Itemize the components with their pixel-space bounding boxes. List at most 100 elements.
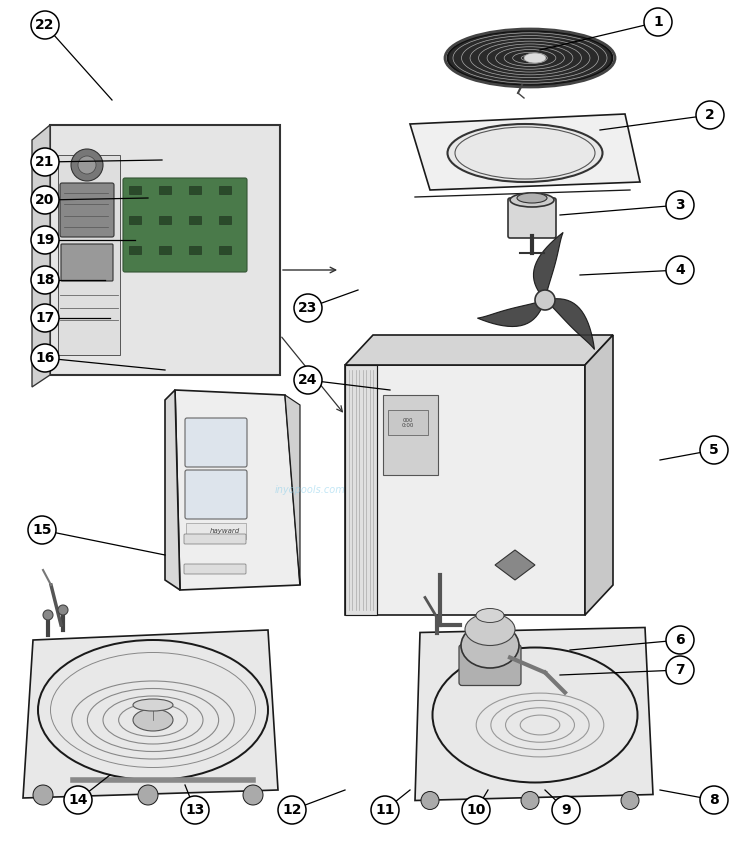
Circle shape <box>700 786 728 814</box>
Polygon shape <box>345 335 613 365</box>
Text: 24: 24 <box>299 373 318 387</box>
Circle shape <box>31 304 59 332</box>
Ellipse shape <box>133 699 173 711</box>
Circle shape <box>696 101 724 129</box>
FancyBboxPatch shape <box>185 418 247 467</box>
FancyBboxPatch shape <box>189 186 201 194</box>
Circle shape <box>294 366 322 394</box>
Circle shape <box>462 796 490 824</box>
Ellipse shape <box>517 193 547 203</box>
Text: 6: 6 <box>675 633 685 647</box>
Polygon shape <box>165 390 180 590</box>
Circle shape <box>621 791 639 809</box>
Polygon shape <box>175 390 300 590</box>
FancyBboxPatch shape <box>184 564 246 574</box>
Text: 13: 13 <box>185 803 205 817</box>
Text: 10: 10 <box>466 803 486 817</box>
FancyBboxPatch shape <box>189 246 201 254</box>
Polygon shape <box>545 298 595 349</box>
Polygon shape <box>345 365 377 615</box>
FancyBboxPatch shape <box>50 125 280 375</box>
Text: 19: 19 <box>35 233 55 247</box>
Circle shape <box>278 796 306 824</box>
Circle shape <box>43 610 53 620</box>
Polygon shape <box>285 395 300 585</box>
Ellipse shape <box>447 31 612 86</box>
Circle shape <box>31 344 59 372</box>
Circle shape <box>71 149 103 181</box>
Polygon shape <box>32 125 50 387</box>
Circle shape <box>243 785 263 805</box>
Text: 18: 18 <box>35 273 55 287</box>
Text: 4: 4 <box>675 263 685 277</box>
FancyBboxPatch shape <box>61 244 113 281</box>
Text: inyopools.com: inyopools.com <box>274 485 345 495</box>
Circle shape <box>31 266 59 294</box>
Circle shape <box>31 226 59 254</box>
FancyBboxPatch shape <box>185 470 247 519</box>
Circle shape <box>552 796 580 824</box>
Circle shape <box>666 191 694 219</box>
Text: 16: 16 <box>35 351 55 365</box>
Polygon shape <box>533 232 563 300</box>
FancyBboxPatch shape <box>60 183 114 237</box>
Circle shape <box>31 11 59 39</box>
Circle shape <box>535 290 555 310</box>
Polygon shape <box>585 335 613 615</box>
Circle shape <box>644 8 672 36</box>
Circle shape <box>138 785 158 805</box>
Text: 1: 1 <box>653 15 663 29</box>
Circle shape <box>31 148 59 176</box>
FancyBboxPatch shape <box>388 410 428 435</box>
Circle shape <box>700 436 728 464</box>
Circle shape <box>33 785 53 805</box>
Circle shape <box>666 656 694 684</box>
Text: 8: 8 <box>709 793 719 807</box>
FancyBboxPatch shape <box>129 216 141 224</box>
Ellipse shape <box>461 623 519 668</box>
FancyBboxPatch shape <box>129 186 141 194</box>
FancyBboxPatch shape <box>186 523 246 539</box>
FancyBboxPatch shape <box>129 246 141 254</box>
Circle shape <box>58 605 68 615</box>
Text: 5: 5 <box>709 443 719 457</box>
FancyBboxPatch shape <box>123 178 247 272</box>
Text: 22: 22 <box>35 18 55 32</box>
Polygon shape <box>415 627 653 801</box>
FancyBboxPatch shape <box>159 216 171 224</box>
Circle shape <box>666 626 694 654</box>
Text: 7: 7 <box>675 663 685 677</box>
FancyBboxPatch shape <box>508 198 556 238</box>
Ellipse shape <box>465 614 515 645</box>
FancyBboxPatch shape <box>159 246 171 254</box>
Text: 2: 2 <box>705 108 715 122</box>
FancyBboxPatch shape <box>459 644 521 685</box>
Text: 21: 21 <box>35 155 55 169</box>
Ellipse shape <box>524 53 546 63</box>
Circle shape <box>521 791 539 809</box>
Ellipse shape <box>133 709 173 731</box>
Text: 17: 17 <box>35 311 55 325</box>
Circle shape <box>181 796 209 824</box>
Text: 20: 20 <box>35 193 55 207</box>
FancyBboxPatch shape <box>159 186 171 194</box>
Polygon shape <box>478 300 545 326</box>
Text: 11: 11 <box>375 803 395 817</box>
Text: 3: 3 <box>675 198 685 212</box>
Polygon shape <box>495 550 535 580</box>
FancyBboxPatch shape <box>58 155 120 355</box>
Text: 23: 23 <box>299 301 317 315</box>
Circle shape <box>78 156 96 174</box>
Polygon shape <box>410 114 640 190</box>
Text: 9: 9 <box>561 803 571 817</box>
Circle shape <box>31 186 59 214</box>
FancyBboxPatch shape <box>184 534 246 544</box>
Ellipse shape <box>447 124 602 182</box>
Polygon shape <box>23 630 278 798</box>
FancyBboxPatch shape <box>219 216 231 224</box>
Text: 14: 14 <box>68 793 88 807</box>
Ellipse shape <box>476 609 504 622</box>
Circle shape <box>64 786 92 814</box>
Text: 000
0:00: 000 0:00 <box>402 417 414 428</box>
FancyBboxPatch shape <box>383 395 438 475</box>
